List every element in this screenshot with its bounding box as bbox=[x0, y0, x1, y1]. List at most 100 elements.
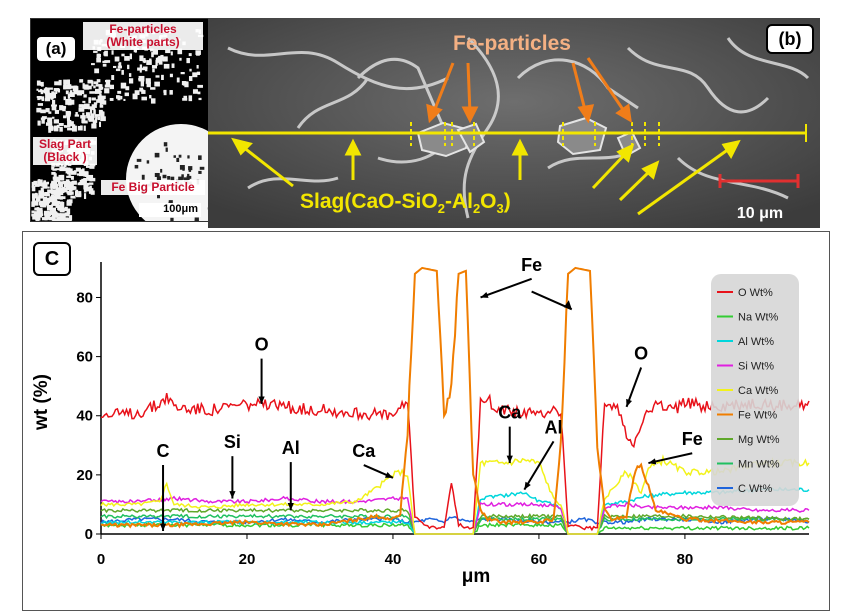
big-particle-dot bbox=[163, 142, 168, 147]
speckle bbox=[38, 213, 43, 218]
speckle bbox=[109, 97, 114, 101]
speckle bbox=[62, 207, 66, 212]
speckle bbox=[100, 100, 107, 105]
speckle bbox=[68, 170, 71, 176]
slag-composition-label: Slag(CaO-SiO2-Al2O3) bbox=[300, 190, 511, 216]
speckle bbox=[71, 182, 74, 188]
speckle bbox=[93, 81, 99, 85]
speckle bbox=[79, 79, 84, 83]
speckle bbox=[163, 90, 167, 93]
speckle bbox=[150, 98, 156, 104]
speckle bbox=[123, 98, 126, 101]
speckle bbox=[31, 181, 35, 188]
speckle bbox=[65, 185, 71, 191]
speckle bbox=[47, 117, 53, 123]
chart-series bbox=[100, 266, 810, 535]
speckle bbox=[60, 174, 65, 181]
speckle bbox=[197, 91, 201, 95]
speckle bbox=[92, 120, 97, 126]
speckle bbox=[145, 78, 151, 84]
speckle bbox=[53, 191, 59, 195]
speckle bbox=[83, 178, 88, 182]
speckle bbox=[176, 77, 180, 83]
speckle bbox=[51, 211, 58, 217]
speckle bbox=[109, 84, 114, 90]
speckle bbox=[99, 102, 102, 108]
fe-particles-title: Fe-particles bbox=[109, 22, 177, 36]
chart-annotations: O C Si Al Ca Fe Ca Al O Fe bbox=[157, 255, 703, 532]
speckle bbox=[188, 53, 192, 57]
speckle bbox=[44, 88, 50, 94]
speckle bbox=[117, 65, 122, 69]
speckle bbox=[66, 115, 71, 122]
panel-b-image: 10 μm Fe-particles Slag(CaO-SiO2-Al2O3) bbox=[208, 18, 820, 228]
speckle bbox=[33, 180, 38, 186]
panel-c-tag: C bbox=[33, 242, 71, 276]
speckle bbox=[68, 217, 72, 221]
speckle bbox=[115, 68, 121, 72]
speckle bbox=[87, 115, 90, 121]
speckle bbox=[45, 216, 52, 220]
speckle bbox=[87, 106, 94, 110]
annotation-ca: Ca bbox=[352, 441, 376, 461]
annotation-arrowhead bbox=[563, 300, 572, 310]
speckle bbox=[91, 123, 97, 129]
speckle bbox=[53, 88, 60, 92]
speckle bbox=[38, 190, 44, 195]
speckle bbox=[104, 88, 110, 94]
speckle bbox=[89, 163, 96, 167]
annotation-o: O bbox=[634, 343, 648, 363]
speckle bbox=[67, 93, 71, 99]
speckle bbox=[154, 81, 160, 87]
speckle bbox=[81, 178, 85, 184]
big-particle-dot bbox=[188, 175, 192, 179]
speckle bbox=[64, 212, 70, 217]
annotation-arrowhead bbox=[480, 292, 489, 298]
speckle bbox=[67, 119, 72, 126]
speckle bbox=[78, 90, 85, 95]
annotation-arrowhead bbox=[384, 472, 393, 478]
speckle bbox=[149, 95, 152, 99]
big-particle-dot bbox=[156, 176, 161, 181]
speckle bbox=[165, 49, 171, 54]
legend-label-fe: Fe Wt% bbox=[738, 410, 777, 422]
speckle bbox=[141, 67, 147, 71]
speckle bbox=[81, 120, 88, 124]
speckle bbox=[121, 69, 124, 75]
speckle bbox=[55, 168, 61, 171]
speckle bbox=[68, 215, 73, 221]
speckle bbox=[196, 65, 199, 69]
big-particle-dot bbox=[183, 177, 189, 183]
speckle bbox=[118, 62, 121, 66]
big-particle-dot bbox=[187, 155, 190, 159]
speckle bbox=[59, 177, 63, 181]
speckle bbox=[81, 119, 84, 124]
speckle bbox=[169, 73, 173, 78]
speckle bbox=[48, 121, 53, 126]
annotation-arrow bbox=[648, 452, 693, 465]
speckle bbox=[102, 60, 108, 64]
x-tick-label: 0 bbox=[97, 551, 105, 568]
speckle bbox=[94, 119, 98, 123]
speckle bbox=[92, 107, 96, 111]
speckle bbox=[82, 100, 86, 103]
big-particle-dot bbox=[179, 165, 185, 170]
speckle bbox=[140, 80, 145, 87]
speckle bbox=[70, 175, 74, 180]
speckle bbox=[58, 174, 62, 179]
speckle bbox=[155, 75, 160, 78]
speckle bbox=[42, 183, 48, 189]
speckle bbox=[49, 196, 55, 200]
speckle bbox=[138, 78, 144, 81]
fe-big-particle-label: Fe Big Particle bbox=[101, 180, 205, 195]
speckle bbox=[82, 83, 85, 89]
annotation-arrowhead bbox=[159, 523, 167, 532]
speckle bbox=[44, 98, 51, 102]
speckle bbox=[46, 205, 52, 211]
speckle bbox=[71, 125, 77, 132]
speckle bbox=[87, 79, 93, 84]
speckle bbox=[86, 175, 92, 180]
speckle bbox=[151, 52, 154, 58]
speckle bbox=[52, 168, 57, 171]
panel-a-micrograph: (a) Fe-particles (White parts) Slag Part… bbox=[30, 18, 210, 222]
